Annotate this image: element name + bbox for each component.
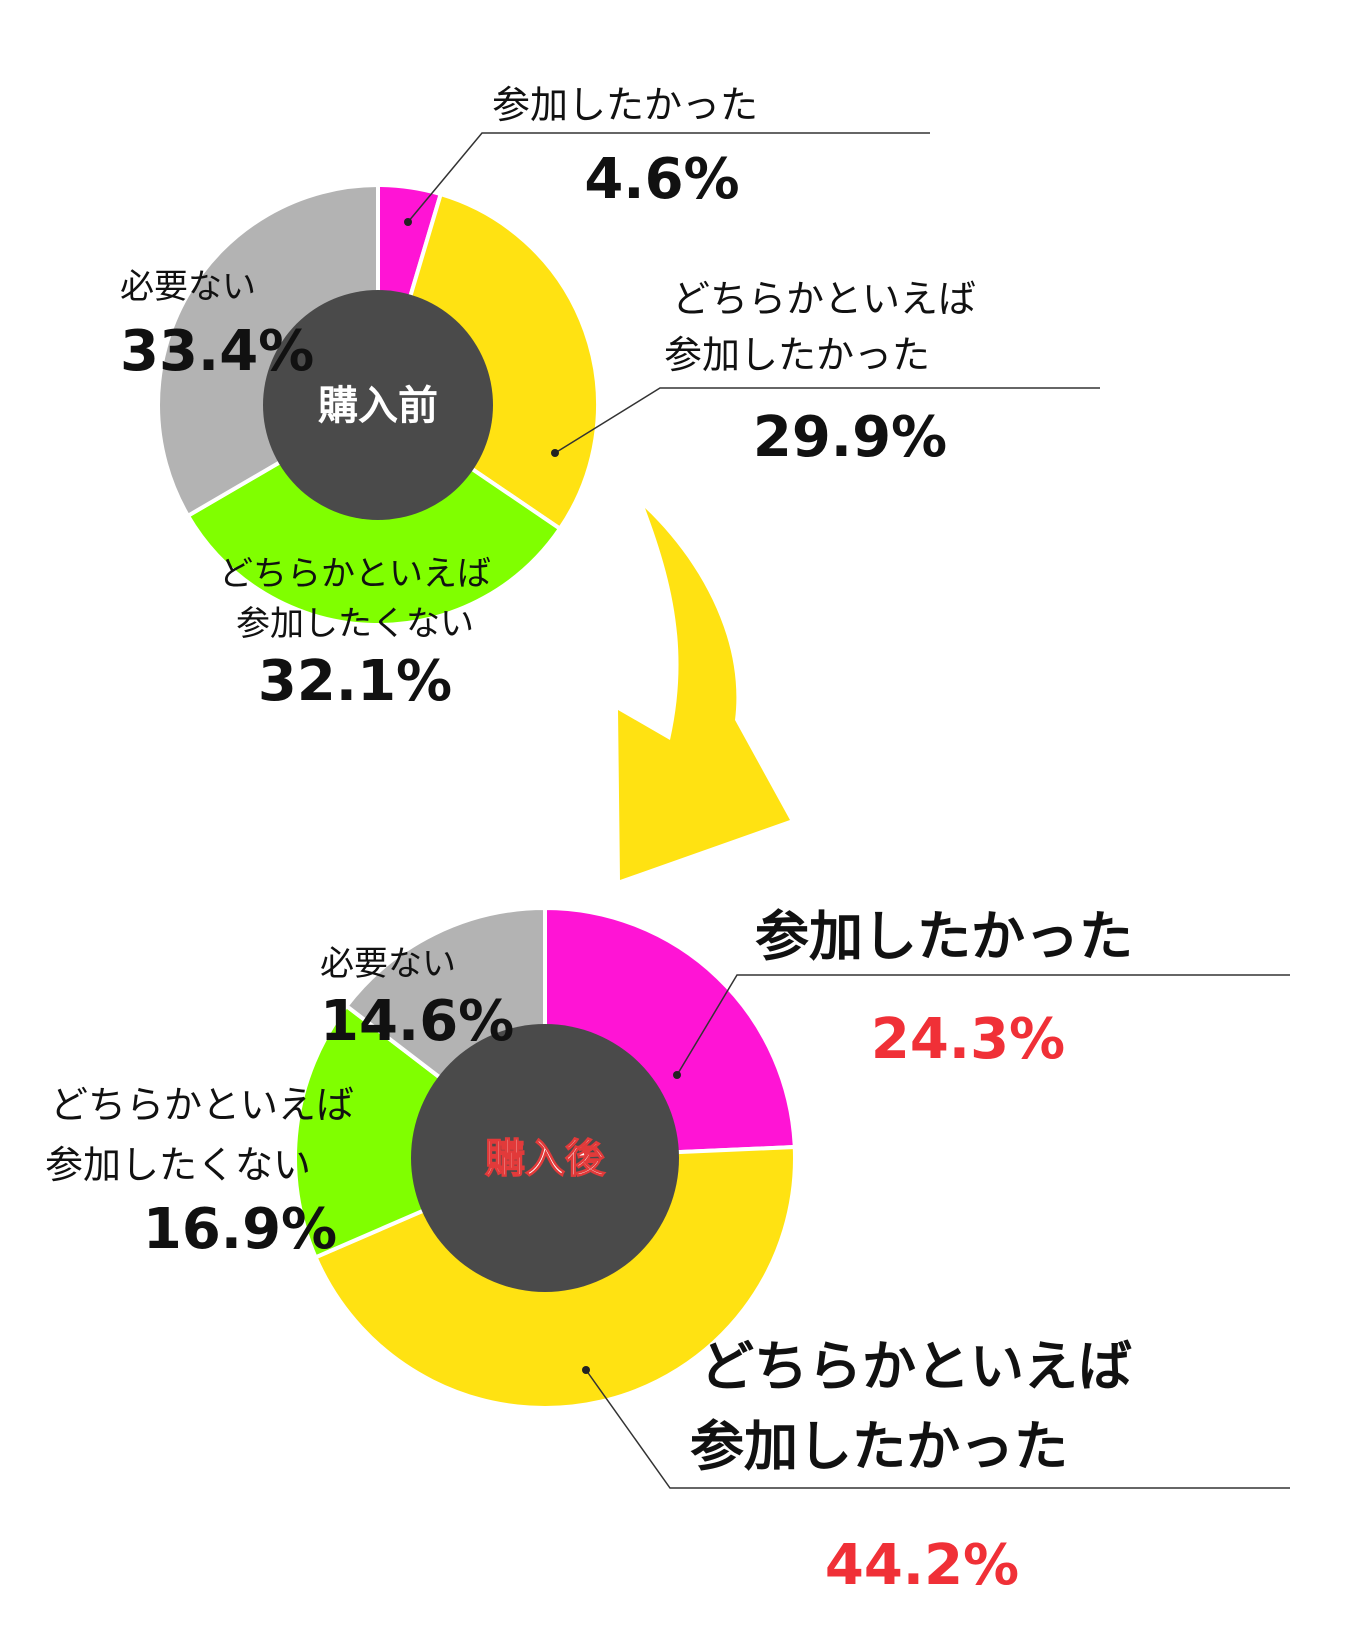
value-before-not-needed: 33.4% (120, 319, 314, 384)
label-after-rather-wanted-line2: 参加したかった (690, 1415, 1068, 1478)
label-before-rather-wanted-line2: 参加したかった (664, 333, 930, 377)
donut-chart-before: 購入前 参加したかった 4.6% どちらかといえば 参加したかった 29.9% … (120, 83, 1100, 714)
leader-dot-before-rather-wanted (551, 449, 559, 457)
value-before-rather-not: 32.1% (258, 649, 452, 714)
label-after-rather-not-line2: 参加したくない (45, 1143, 311, 1187)
leader-line-before-wanted (407, 132, 930, 223)
value-before-rather-wanted: 29.9% (753, 405, 947, 470)
leader-dot-after-rather-wanted (582, 1366, 590, 1374)
value-after-rather-wanted: 44.2% (825, 1533, 1019, 1598)
label-before-wanted: 参加したかった (492, 83, 758, 127)
center-label-before: 購入前 (318, 383, 438, 429)
value-after-rather-not: 16.9% (143, 1197, 337, 1262)
value-after-wanted: 24.3% (871, 1007, 1065, 1072)
label-before-rather-not-line2: 参加したくない (236, 604, 474, 644)
donut-hole-after (411, 1024, 679, 1292)
value-after-not-needed: 14.6% (320, 989, 514, 1054)
leader-line-before-rather-wanted (554, 387, 1100, 454)
label-after-rather-not-line1: どちらかといえば (50, 1083, 354, 1127)
label-after-not-needed: 必要ない (320, 944, 456, 984)
label-after-rather-wanted-line1: どちらかといえば (700, 1335, 1132, 1398)
donut-chart-after: 購入後 参加したかった 24.3% どちらかといえば 参加したかった 44.2%… (45, 905, 1290, 1598)
curved-arrow (618, 508, 790, 880)
slice-before-rather-wanted (375, 191, 600, 532)
label-before-rather-not-line1: どちらかといえば (219, 554, 491, 594)
donut-hole-before (263, 290, 493, 520)
value-before-wanted: 4.6% (584, 147, 739, 212)
label-before-rather-wanted-line1: どちらかといえば (672, 277, 976, 321)
label-before-not-needed: 必要ない (120, 267, 256, 307)
leader-dot-before-wanted (404, 218, 412, 226)
leader-line-after-rather-wanted (585, 1369, 1290, 1489)
leader-dot-after-wanted (673, 1071, 681, 1079)
center-label-after: 購入後 (485, 1136, 606, 1182)
label-after-wanted: 参加したかった (755, 905, 1133, 968)
leader-line-after-wanted (676, 974, 1290, 1076)
